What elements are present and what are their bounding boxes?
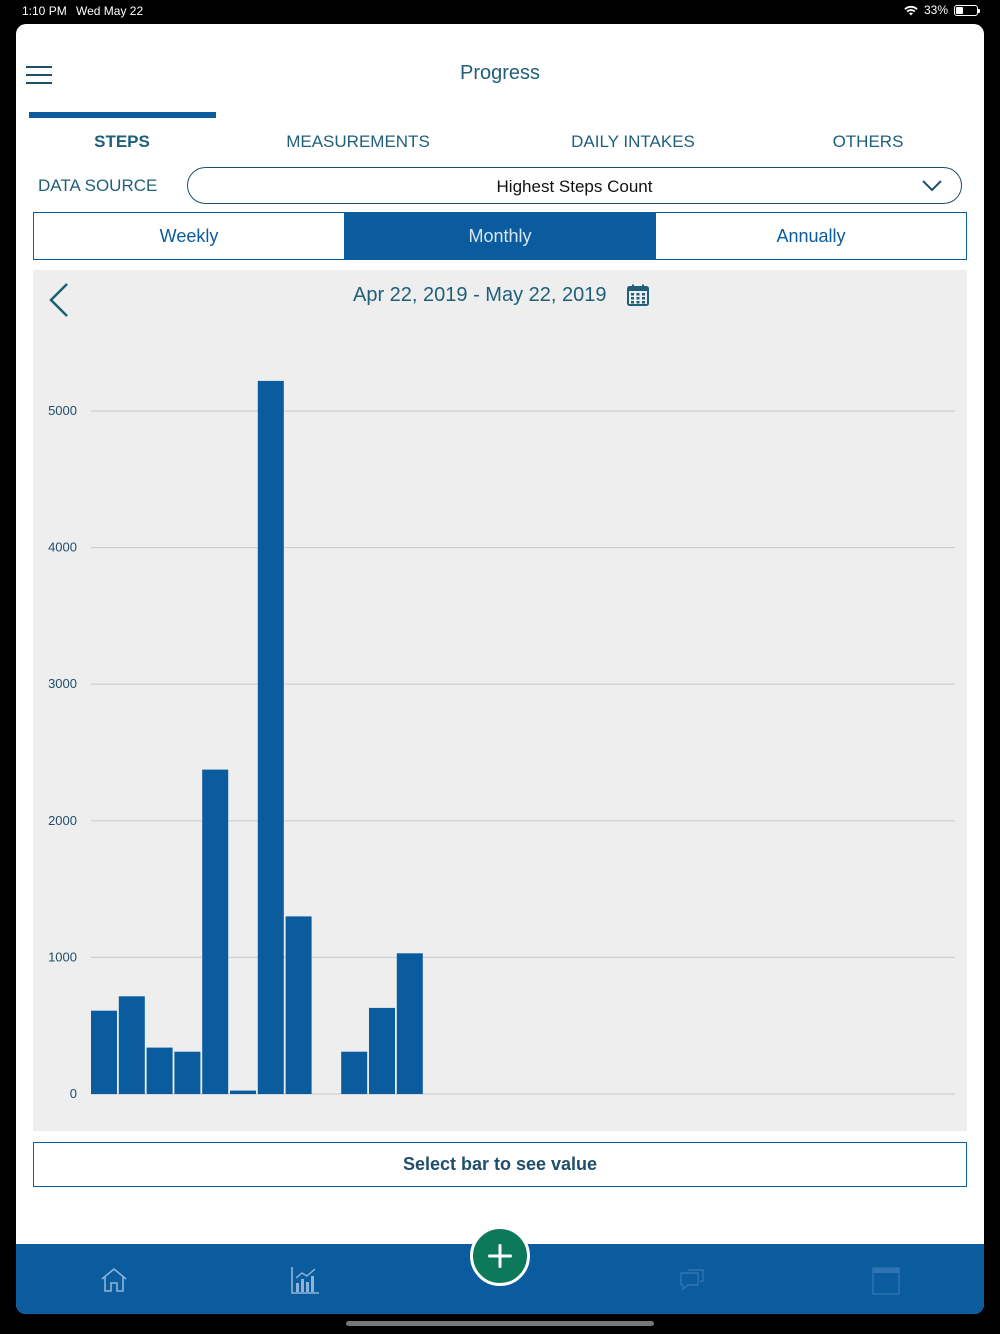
tab-bar: STEPS MEASUREMENTS DAILY INTAKES OTHERS bbox=[16, 112, 984, 156]
hamburger-menu-icon[interactable] bbox=[26, 66, 52, 84]
steps-bar-chart: 0 1000 2000 3000 4000 5000 bbox=[48, 380, 955, 1101]
plus-icon bbox=[488, 1244, 512, 1268]
calendar-icon[interactable] bbox=[870, 1264, 902, 1296]
period-monthly[interactable]: Monthly bbox=[345, 213, 656, 259]
y-tick-label: 5000 bbox=[48, 403, 77, 418]
chart-bar[interactable] bbox=[174, 1051, 201, 1094]
chat-icon[interactable] bbox=[676, 1264, 708, 1296]
tab-daily-intakes[interactable]: DAILY INTAKES bbox=[571, 132, 695, 151]
wifi-icon bbox=[904, 5, 918, 15]
chevron-down-icon bbox=[922, 180, 942, 192]
chart-bar[interactable] bbox=[257, 380, 284, 1094]
active-tab-indicator bbox=[29, 112, 216, 118]
data-source-label: DATA SOURCE bbox=[38, 176, 158, 195]
y-tick-label: 2000 bbox=[48, 813, 77, 828]
status-right: 33% bbox=[904, 3, 980, 17]
period-weekly[interactable]: Weekly bbox=[34, 213, 345, 259]
y-tick-label: 4000 bbox=[48, 540, 77, 555]
chart-bar[interactable] bbox=[396, 953, 423, 1094]
tab-others[interactable]: OTHERS bbox=[832, 132, 904, 151]
y-tick-label: 3000 bbox=[48, 676, 77, 691]
tab-measurements[interactable]: MEASUREMENTS bbox=[286, 132, 430, 151]
status-date: Wed May 22 bbox=[76, 4, 144, 18]
chart-bar[interactable] bbox=[285, 916, 312, 1094]
add-entry-button[interactable] bbox=[470, 1226, 530, 1286]
chart-bar[interactable] bbox=[230, 1090, 256, 1094]
y-tick-label: 0 bbox=[70, 1086, 77, 1101]
home-indicator bbox=[346, 1321, 654, 1326]
page-title: Progress bbox=[459, 62, 541, 84]
chart-panel: 0 1000 2000 3000 4000 5000 Apr 22, 2019 - May… bbox=[33, 270, 967, 1131]
chart-icon[interactable] bbox=[289, 1264, 321, 1296]
home-icon[interactable] bbox=[98, 1264, 130, 1296]
data-source-value: Highest Steps Count bbox=[496, 177, 653, 196]
battery-fill bbox=[956, 6, 963, 14]
chart-bar[interactable] bbox=[146, 1047, 173, 1094]
chart-bar[interactable] bbox=[341, 1051, 368, 1094]
date-range-label: Apr 22, 2019 - May 22, 2019 bbox=[353, 284, 607, 306]
tab-steps[interactable]: STEPS bbox=[94, 132, 150, 151]
chart-bar[interactable] bbox=[118, 996, 145, 1094]
battery-percent: 33% bbox=[923, 3, 948, 17]
chevron-left-icon[interactable] bbox=[47, 282, 71, 318]
app-window: Progress STEPS MEASUREMENTS DAILY INTAKE… bbox=[16, 24, 984, 1314]
chart-bar[interactable] bbox=[91, 1010, 117, 1094]
status-bar: 1:10 PM Wed May 22 33% bbox=[0, 0, 1000, 22]
calendar-picker-icon[interactable] bbox=[627, 284, 649, 306]
selected-value-box: Select bar to see value bbox=[33, 1142, 967, 1187]
data-source-dropdown[interactable]: Highest Steps Count bbox=[187, 167, 962, 204]
chart-bar[interactable] bbox=[202, 769, 229, 1094]
period-annually[interactable]: Annually bbox=[776, 225, 846, 246]
period-selector: Weekly Monthly Annually bbox=[33, 212, 967, 260]
battery-icon bbox=[954, 4, 980, 16]
status-time: 1:10 PM bbox=[22, 4, 67, 18]
y-tick-label: 1000 bbox=[48, 949, 77, 964]
chart-bar[interactable] bbox=[369, 1007, 395, 1094]
